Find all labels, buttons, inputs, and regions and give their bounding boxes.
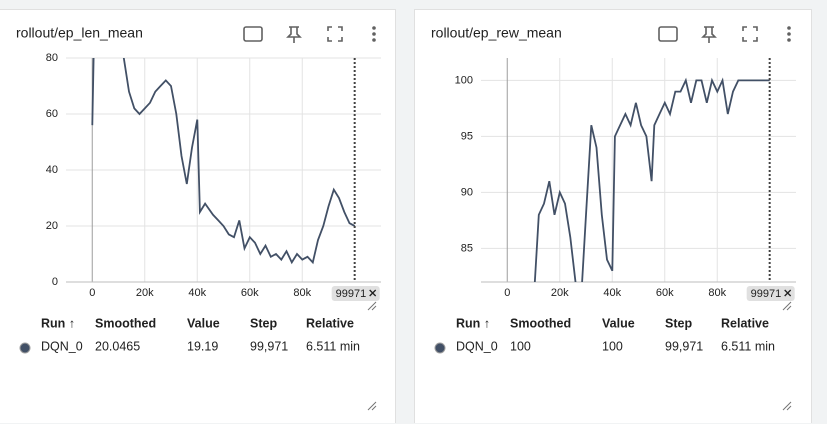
close-icon bbox=[369, 289, 377, 297]
resize-grip bbox=[367, 301, 377, 311]
badge-bg bbox=[746, 286, 795, 301]
y-tick-label: 90 bbox=[461, 186, 473, 198]
step-badge[interactable]: 99971 bbox=[746, 286, 795, 301]
chart: rollout/ep_rew_mean 85 90 95 100 0 20k 40k 60k 80… bbox=[431, 25, 796, 411]
resize-grip bbox=[782, 301, 792, 311]
x-tick-label: 80k bbox=[293, 287, 311, 299]
y-tick-label: 95 bbox=[461, 130, 473, 142]
dot bbox=[372, 26, 376, 30]
toolbar bbox=[658, 26, 791, 43]
chart-title: rollout/ep_len_mean bbox=[16, 25, 143, 41]
table-cell: 99,971 bbox=[250, 339, 288, 353]
y-tick-label: 40 bbox=[46, 164, 58, 176]
x-tick-label: 20k bbox=[551, 287, 569, 299]
series-line bbox=[533, 77, 770, 282]
series-line bbox=[91, 58, 356, 265]
dot bbox=[372, 32, 376, 36]
table-header: Value bbox=[602, 316, 635, 330]
table-cell: 20.0465 bbox=[95, 339, 140, 353]
dot bbox=[787, 32, 791, 36]
resize-grip bbox=[367, 401, 377, 411]
step-badge[interactable]: 99971 bbox=[331, 286, 380, 301]
table-cell: 99,971 bbox=[665, 339, 703, 353]
dot bbox=[787, 38, 791, 42]
table-header: Step bbox=[665, 316, 692, 330]
table-cell: DQN_0 bbox=[456, 339, 498, 353]
table-cell: 6.511 min bbox=[306, 339, 360, 353]
y-tick-label: 100 bbox=[455, 74, 473, 86]
badge-text: 99971 bbox=[336, 288, 367, 300]
table-header: Smoothed bbox=[510, 316, 571, 330]
table-header[interactable]: Run ↑ bbox=[41, 316, 75, 330]
fit-icon[interactable] bbox=[243, 26, 263, 42]
x-tick-label: 20k bbox=[136, 287, 154, 299]
dot bbox=[787, 26, 791, 30]
y-tick-label: 85 bbox=[461, 242, 473, 254]
table-cell: DQN_0 bbox=[41, 339, 83, 353]
x-tick-label: 0 bbox=[89, 287, 95, 299]
table-cell: 100 bbox=[510, 339, 531, 353]
more-icon[interactable] bbox=[372, 26, 376, 42]
y-tick-label: 0 bbox=[52, 276, 58, 288]
dot bbox=[372, 38, 376, 42]
chart-title: rollout/ep_rew_mean bbox=[431, 25, 562, 41]
table-cell: 19.19 bbox=[187, 339, 218, 353]
pin-icon[interactable] bbox=[701, 26, 717, 43]
run-color bbox=[19, 342, 31, 354]
toolbar bbox=[243, 26, 376, 43]
table-cell: 6.511 min bbox=[721, 339, 775, 353]
fullscreen-icon[interactable] bbox=[742, 26, 758, 42]
close-icon bbox=[784, 289, 792, 297]
resize-grip bbox=[782, 401, 792, 411]
x-tick-label: 60k bbox=[656, 287, 674, 299]
fit-icon[interactable] bbox=[658, 26, 678, 42]
badge-text: 99971 bbox=[751, 288, 782, 300]
x-tick-label: 0 bbox=[504, 287, 510, 299]
table-header: Relative bbox=[306, 316, 354, 330]
y-tick-label: 20 bbox=[46, 220, 58, 232]
table-header: Relative bbox=[721, 316, 769, 330]
chart: rollout/ep_len_mean 0 20 40 60 80 0 20k 40k 60k 80… bbox=[16, 25, 381, 411]
x-tick-label: 40k bbox=[603, 287, 621, 299]
chart-card: rollout/ep_len_mean 0 20 40 60 80 0 20k 40k 60k 80… bbox=[0, 9, 396, 423]
table-header: Smoothed bbox=[95, 316, 156, 330]
table-header[interactable]: Run ↑ bbox=[456, 316, 490, 330]
table-header: Step bbox=[250, 316, 277, 330]
table-cell: 100 bbox=[602, 339, 623, 353]
y-tick-label: 60 bbox=[46, 108, 58, 120]
more-icon[interactable] bbox=[787, 26, 791, 42]
x-tick-label: 40k bbox=[188, 287, 206, 299]
table-header: Value bbox=[187, 316, 220, 330]
x-tick-label: 80k bbox=[708, 287, 726, 299]
chart-card: rollout/ep_rew_mean 85 90 95 100 0 20k 40k 60k 80… bbox=[414, 9, 812, 423]
pin-icon[interactable] bbox=[286, 26, 302, 43]
badge-bg bbox=[331, 286, 380, 301]
x-tick-label: 60k bbox=[241, 287, 259, 299]
run-color bbox=[434, 342, 446, 354]
y-tick-label: 80 bbox=[46, 52, 58, 64]
fullscreen-icon[interactable] bbox=[327, 26, 343, 42]
